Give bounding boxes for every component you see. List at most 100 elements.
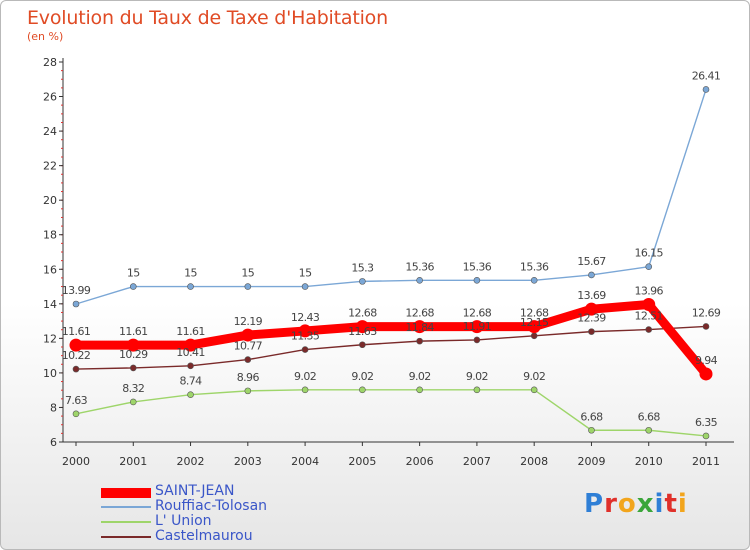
y-tick-label: 14: [43, 298, 57, 311]
y-tick-label: 22: [43, 160, 57, 173]
data-point-castelmaurou: [244, 356, 252, 363]
data-point-castelmaurou: [530, 332, 538, 340]
y-tick-label: 28: [43, 56, 57, 69]
data-label-rouffiac-tolosan: 15.36: [405, 260, 434, 273]
data-label-saint-jean: 12.68: [520, 307, 549, 320]
legend-swatch-castelmaurou: [101, 536, 151, 538]
data-label-saint-jean: 11.61: [62, 325, 91, 338]
data-label-saint-jean: 12.43: [291, 311, 320, 324]
data-label-saint-jean: 13.96: [634, 285, 663, 298]
data-label-castelmaurou: 12.15: [520, 316, 549, 329]
y-tick-label: 26: [43, 91, 57, 104]
data-label-rouffiac-tolosan: 15.67: [577, 255, 606, 268]
data-point-saint-jean: [527, 320, 541, 334]
data-label-castelmaurou: 12.39: [577, 312, 606, 325]
x-tick-label: 2007: [463, 455, 491, 468]
data-point-saint-jean: [126, 338, 140, 352]
x-tick-label: 2009: [577, 455, 605, 468]
y-tick-label: 12: [43, 332, 57, 345]
series-line-castelmaurou: [75, 325, 707, 370]
data-point-rouffiac-tolosan: [72, 300, 80, 308]
x-tick-label: 2010: [635, 455, 663, 468]
y-tick-label: 8: [50, 401, 57, 414]
legend-label: L' Union: [155, 513, 212, 529]
data-point-l-union: [301, 386, 309, 394]
y-tick-label: 10: [43, 367, 57, 380]
data-label-saint-jean: 12.68: [463, 307, 492, 320]
data-label-castelmaurou: 12.51: [634, 310, 663, 323]
data-label-castelmaurou: 11.63: [348, 325, 377, 338]
data-label-l-union: 9.02: [351, 370, 373, 383]
data-point-saint-jean: [298, 324, 312, 338]
data-point-saint-jean: [642, 298, 656, 312]
data-label-saint-jean: 9.94: [695, 354, 718, 367]
data-point-rouffiac-tolosan: [588, 271, 595, 279]
x-tick-label: 2000: [62, 455, 90, 468]
logo-letter: x: [636, 489, 655, 519]
data-label-saint-jean: 12.68: [348, 307, 377, 320]
data-labels-group: 13.99 15 15 15 15 15.3 15.36 15.36 15.36 15.67 16.…: [62, 69, 722, 428]
data-point-castelmaurou: [187, 362, 194, 370]
data-label-castelmaurou: 11.84: [405, 321, 434, 334]
data-point-rouffiac-tolosan: [359, 278, 366, 285]
data-point-saint-jean: [413, 320, 427, 334]
data-point-saint-jean: [699, 367, 713, 381]
data-label-l-union: 9.02: [409, 370, 431, 383]
data-label-rouffiac-tolosan: 15: [127, 267, 140, 280]
data-point-l-union: [530, 386, 538, 394]
data-label-saint-jean: 13.69: [577, 289, 606, 302]
data-point-l-union: [129, 398, 137, 406]
data-label-l-union: 9.02: [523, 370, 545, 383]
data-label-l-union: 8.74: [179, 375, 202, 388]
data-point-saint-jean: [241, 328, 255, 342]
series-lines-group: [69, 86, 713, 440]
series-line-saint-jean: [71, 300, 711, 379]
data-point-saint-jean: [355, 320, 369, 334]
legend-label: Castelmaurou: [155, 528, 253, 544]
data-label-l-union: 8.32: [122, 382, 144, 395]
data-point-castelmaurou: [702, 323, 710, 330]
data-label-saint-jean: 11.61: [176, 325, 205, 338]
x-tick-label: 2004: [291, 455, 319, 468]
data-point-l-union: [702, 432, 710, 440]
chart-title: Evolution du Taux de Taxe d'Habitation: [27, 7, 388, 29]
axes-group: 6 8 10 12 14 16 18 20 22 24 26 28 2000 2001 2002 2003 20…: [43, 56, 734, 468]
data-label-l-union: 8.96: [237, 371, 260, 384]
data-point-rouffiac-tolosan: [187, 283, 194, 290]
data-point-rouffiac-tolosan: [301, 283, 309, 290]
data-point-castelmaurou: [301, 346, 309, 353]
data-point-l-union: [473, 386, 481, 394]
data-point-l-union: [359, 386, 366, 394]
data-point-rouffiac-tolosan: [129, 283, 137, 290]
data-point-saint-jean: [470, 320, 484, 334]
data-label-rouffiac-tolosan: 15: [299, 267, 312, 280]
data-label-rouffiac-tolosan: 15.3: [351, 261, 374, 274]
y-tick-label: 6: [50, 436, 57, 449]
data-point-l-union: [588, 426, 595, 434]
data-label-castelmaurou: 11.91: [463, 320, 492, 333]
data-point-rouffiac-tolosan: [645, 263, 653, 270]
y-tick-label: 18: [43, 229, 57, 242]
logo-letter: r: [604, 489, 618, 519]
data-point-l-union: [187, 391, 194, 398]
x-tick-label: 2008: [520, 455, 548, 468]
legend-label: Rouffiac-Tolosan: [155, 498, 268, 514]
chart-subtitle: (en %): [27, 30, 64, 43]
data-point-castelmaurou: [416, 337, 423, 345]
logo-letter: i: [654, 489, 665, 519]
data-point-l-union: [645, 426, 653, 434]
series-line-rouffiac-tolosan: [75, 88, 707, 305]
data-label-l-union: 9.02: [294, 370, 316, 383]
data-point-rouffiac-tolosan: [473, 277, 481, 284]
data-label-rouffiac-tolosan: 16.15: [634, 247, 663, 260]
series-line-l-union: [75, 389, 707, 437]
data-point-saint-jean: [584, 302, 598, 316]
data-label-saint-jean: 12.68: [405, 307, 434, 320]
data-point-castelmaurou: [645, 326, 653, 333]
data-point-l-union: [416, 386, 423, 394]
data-label-rouffiac-tolosan: 15: [184, 267, 197, 280]
legend-swatch-saint-jean: [101, 488, 151, 498]
proxiti-logo: Proxiti: [584, 489, 688, 519]
data-label-rouffiac-tolosan: 26.41: [692, 69, 721, 82]
